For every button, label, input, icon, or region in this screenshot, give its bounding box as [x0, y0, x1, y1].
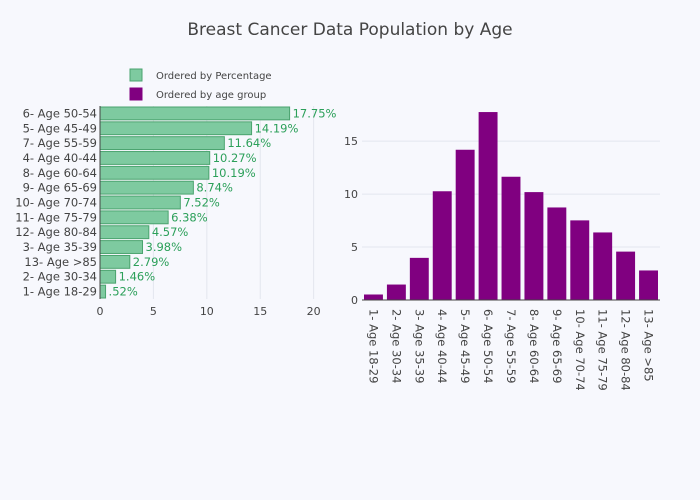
category-label: 5- Age 45-49 [23, 121, 97, 135]
category-label: 13- Age >85 [24, 255, 97, 269]
legend-swatch[interactable] [129, 68, 143, 82]
data-label: 11.64% [227, 136, 271, 150]
bar[interactable] [99, 210, 169, 225]
data-label: 2.79% [133, 255, 170, 269]
category-label: 9- Age 65-69 [23, 181, 97, 195]
bar[interactable] [386, 284, 406, 300]
category-label: 10- Age 70-74 [15, 196, 97, 210]
category-label: 13- Age >85 [642, 309, 656, 382]
data-label: 17.75% [293, 106, 337, 120]
category-label: 2- Age 30-34 [389, 309, 403, 383]
bar[interactable] [639, 270, 658, 300]
data-label: 8.74% [196, 181, 233, 195]
data-label: 1.46% [119, 270, 156, 284]
category-label: 2- Age 30-34 [23, 270, 97, 284]
bar[interactable] [524, 192, 544, 300]
bar[interactable] [99, 195, 181, 210]
y-tick-label: 5 [351, 241, 358, 254]
bar[interactable] [432, 191, 452, 300]
x-tick-label: 10 [200, 305, 214, 318]
data-label: 7.52% [183, 196, 220, 210]
category-label: 10- Age 70-74 [573, 309, 587, 391]
x-tick-label: 5 [150, 305, 157, 318]
category-label: 1- Age 18-29 [23, 285, 97, 299]
category-label: 3- Age 35-39 [412, 309, 426, 383]
bar[interactable] [99, 121, 253, 136]
bar[interactable] [501, 176, 521, 300]
category-label: 6- Age 50-54 [23, 106, 97, 120]
y-tick-label: 15 [344, 135, 358, 148]
bar[interactable] [99, 284, 107, 299]
bar[interactable] [547, 207, 567, 300]
data-label: 4.57% [152, 225, 189, 239]
category-label: 8- Age 60-64 [527, 309, 541, 383]
data-label: 3.98% [146, 240, 183, 254]
category-label: 11- Age 75-79 [596, 309, 610, 391]
category-label: 4- Age 40-44 [23, 151, 97, 165]
legend-label[interactable]: Ordered by Percentage [156, 71, 272, 82]
bar[interactable] [364, 294, 383, 300]
bar[interactable] [99, 165, 210, 180]
data-label: .52% [109, 285, 138, 299]
legend[interactable]: Ordered by Percentage Ordered by age grou… [129, 68, 272, 101]
category-label: 12- Age 80-84 [15, 225, 97, 239]
vertical-bar-chart: 0 5 10 15 1- Age 18-29 2- Age 30-34 3- Age 35-… [344, 112, 660, 391]
category-label: 7- Age 55-59 [504, 309, 518, 383]
category-label: 7- Age 55-59 [23, 136, 97, 150]
bar[interactable] [478, 112, 498, 300]
category-label: 9- Age 65-69 [550, 309, 564, 383]
bar[interactable] [593, 232, 613, 300]
x-tick-label: 15 [253, 305, 267, 318]
bar[interactable] [99, 106, 291, 121]
bar[interactable] [99, 151, 211, 165]
y-tick-label: 0 [351, 294, 358, 307]
bar[interactable] [455, 149, 475, 300]
category-label: 3- Age 35-39 [23, 240, 97, 254]
bar[interactable] [99, 225, 150, 240]
chart-title: Breast Cancer Data Population by Age [187, 20, 512, 40]
horizontal-bar-chart: 0 5 10 15 20 1- Age 18-29 .52% 2- Age 30-34 1.46… [15, 106, 337, 318]
x-tick-label: 20 [307, 305, 321, 318]
data-label: 6.38% [171, 210, 208, 224]
category-label: 1- Age 18-29 [366, 309, 380, 383]
data-label: 10.19% [212, 166, 256, 180]
bar[interactable] [99, 269, 117, 284]
category-label: 11- Age 75-79 [15, 210, 97, 224]
legend-swatch[interactable] [129, 87, 143, 101]
bar[interactable] [99, 136, 225, 151]
bar[interactable] [616, 251, 636, 300]
x-tick-label: 0 [97, 305, 104, 318]
category-label: 8- Age 60-64 [23, 166, 97, 180]
y-tick-label: 10 [344, 188, 358, 201]
bar[interactable] [99, 180, 194, 195]
bar[interactable] [99, 240, 144, 254]
data-label: 10.27% [213, 151, 257, 165]
category-label: 6- Age 50-54 [481, 309, 495, 383]
category-label: 12- Age 80-84 [619, 309, 633, 391]
data-label: 14.19% [255, 121, 299, 135]
category-label: 5- Age 45-49 [458, 309, 472, 383]
bar[interactable] [99, 254, 131, 269]
bar[interactable] [409, 257, 429, 300]
category-label: 4- Age 40-44 [435, 309, 449, 383]
legend-label[interactable]: Ordered by age group [156, 90, 266, 101]
bar[interactable] [570, 220, 590, 300]
